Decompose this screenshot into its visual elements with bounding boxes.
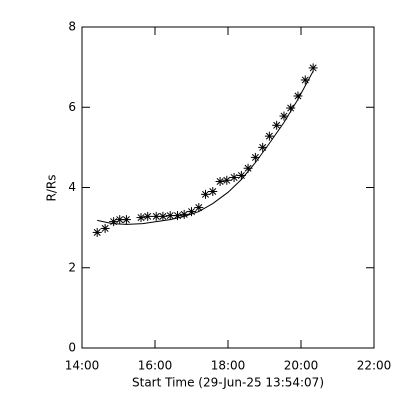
x-axis-label: Start Time (29-Jun-25 13:54:07) <box>132 376 324 390</box>
asterisk-marker <box>194 203 204 213</box>
x-tick-label: 16:00 <box>138 359 173 373</box>
asterisk-stroke <box>195 204 203 212</box>
y-tick-label: 4 <box>68 180 76 194</box>
asterisk-stroke <box>294 92 302 100</box>
asterisk-stroke <box>144 212 152 220</box>
asterisk-stroke <box>101 224 109 232</box>
asterisk-marker <box>215 176 225 186</box>
asterisk-marker <box>158 211 168 221</box>
asterisk-marker <box>279 111 289 121</box>
asterisk-marker <box>200 189 210 199</box>
asterisk-marker <box>258 142 268 152</box>
asterisk-marker <box>293 91 303 101</box>
asterisk-stroke <box>122 216 130 224</box>
asterisk-stroke <box>93 228 101 236</box>
asterisk-marker <box>264 131 274 141</box>
asterisk-marker <box>92 227 102 237</box>
asterisk-marker <box>222 175 232 185</box>
asterisk-stroke <box>251 153 259 161</box>
asterisk-stroke <box>273 121 281 129</box>
asterisk-stroke <box>237 171 245 179</box>
asterisk-stroke <box>309 64 317 72</box>
asterisk-stroke <box>174 212 182 220</box>
asterisk-marker <box>143 211 153 221</box>
asterisk-marker <box>250 152 260 162</box>
asterisk-stroke <box>152 212 160 220</box>
x-tick-label: 14:00 <box>65 359 100 373</box>
x-tick-label: 22:00 <box>357 359 392 373</box>
asterisk-stroke <box>201 190 209 198</box>
y-axis-label: R/Rs <box>45 175 59 202</box>
y-tick-label: 2 <box>68 260 76 274</box>
asterisk-stroke <box>287 104 295 112</box>
asterisk-marker <box>121 215 131 225</box>
asterisk-stroke <box>259 143 267 151</box>
y-tick-label: 0 <box>68 341 76 355</box>
asterisk-stroke <box>244 164 252 172</box>
asterisk-stroke <box>137 214 145 222</box>
asterisk-marker <box>136 213 146 223</box>
asterisk-marker <box>229 172 239 182</box>
asterisk-marker <box>208 187 218 197</box>
asterisk-marker <box>151 211 161 221</box>
y-tick-label: 6 <box>68 100 76 114</box>
asterisk-marker <box>115 215 125 225</box>
asterisk-stroke <box>230 173 238 181</box>
asterisk-stroke <box>116 216 124 224</box>
asterisk-stroke <box>166 212 174 220</box>
x-tick-label: 18:00 <box>211 359 246 373</box>
y-tick-label: 8 <box>68 20 76 34</box>
asterisk-stroke <box>209 188 217 196</box>
fit-line <box>97 70 314 225</box>
asterisk-marker <box>100 223 110 233</box>
asterisk-stroke <box>223 176 231 184</box>
asterisk-stroke <box>216 177 224 185</box>
asterisk-stroke <box>159 212 167 220</box>
asterisk-stroke <box>280 112 288 120</box>
asterisk-stroke <box>187 208 196 216</box>
asterisk-marker <box>286 103 296 113</box>
asterisk-stroke <box>301 76 309 84</box>
asterisk-stroke <box>265 132 273 140</box>
asterisk-marker <box>109 217 119 227</box>
x-tick-label: 20:00 <box>284 359 319 373</box>
asterisk-marker <box>308 63 318 73</box>
asterisk-marker <box>272 120 282 130</box>
